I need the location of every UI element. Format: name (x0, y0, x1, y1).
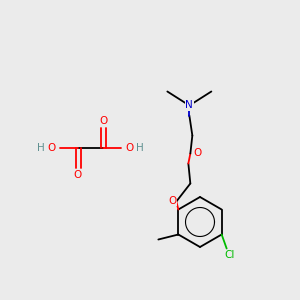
Text: O: O (48, 143, 56, 153)
Text: O: O (193, 148, 202, 158)
Text: O: O (99, 116, 107, 126)
Text: Cl: Cl (224, 250, 235, 260)
Text: N: N (185, 100, 193, 110)
Text: O: O (74, 170, 82, 180)
Text: O: O (125, 143, 133, 153)
Text: H: H (37, 143, 45, 153)
Text: H: H (136, 143, 144, 153)
Text: O: O (168, 196, 176, 206)
